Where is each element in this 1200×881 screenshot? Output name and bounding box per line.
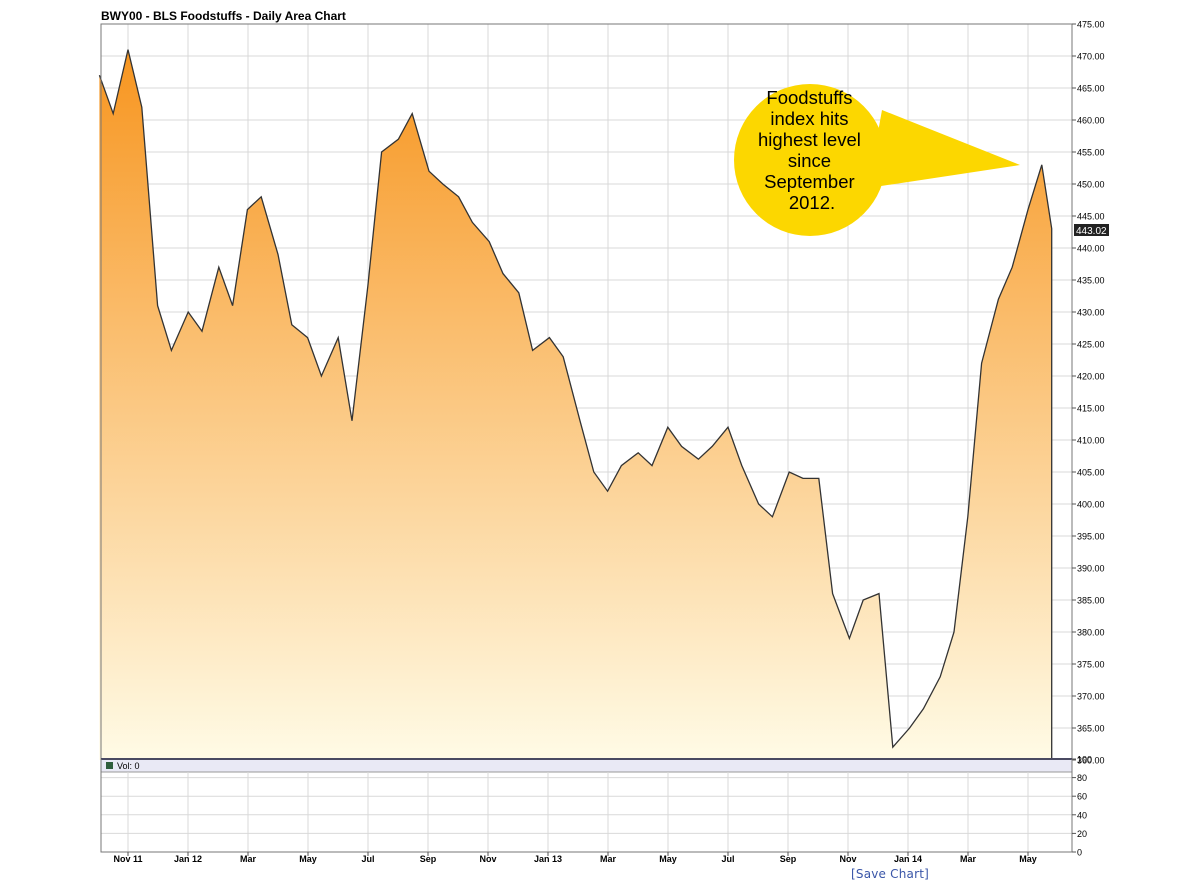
last-value-label: 443.02: [1076, 226, 1107, 237]
volume-tick-label: 80: [1077, 773, 1087, 783]
y-tick-label: 455.00: [1077, 148, 1105, 158]
x-tick-label: Jul: [361, 854, 374, 864]
volume-tick-label: 0: [1077, 848, 1082, 858]
x-tick-label: May: [299, 854, 317, 864]
callout-line-5: September: [764, 171, 855, 192]
callout-line-3: highest level: [758, 129, 861, 150]
y-tick-label: 390.00: [1077, 564, 1105, 574]
y-tick-label: 430.00: [1077, 308, 1105, 318]
y-tick-label: 450.00: [1077, 180, 1105, 190]
y-tick-label: 360.00: [1077, 756, 1105, 766]
volume-label: Vol: 0: [117, 761, 140, 771]
y-tick-label: 460.00: [1077, 116, 1105, 126]
x-tick-label: Nov: [839, 854, 856, 864]
y-tick-label: 470.00: [1077, 52, 1105, 62]
callout-pointer: [868, 110, 1020, 188]
callout-line-6: 2012.: [789, 192, 835, 213]
x-tick-label: Sep: [420, 854, 437, 864]
y-tick-label: 395.00: [1077, 532, 1105, 542]
y-tick-label: 440.00: [1077, 244, 1105, 254]
chart-title: BWY00 - BLS Foodstuffs - Daily Area Char…: [101, 9, 346, 23]
y-tick-label: 365.00: [1077, 724, 1105, 734]
y-tick-label: 385.00: [1077, 596, 1105, 606]
save-chart-link[interactable]: [Save Chart]: [851, 867, 930, 881]
x-tick-label: Jan 12: [174, 854, 202, 864]
y-tick-label: 415.00: [1077, 404, 1105, 414]
volume-panel: Vol: 0 100 80 60 40 20 0: [100, 755, 1092, 858]
x-tick-label: May: [659, 854, 677, 864]
y-tick-label: 465.00: [1077, 84, 1105, 94]
volume-band: [101, 759, 1072, 772]
y-tick-label: 445.00: [1077, 212, 1105, 222]
y-tick-label: 475.00: [1077, 20, 1105, 30]
y-tick-label: 410.00: [1077, 436, 1105, 446]
callout-line-1: Foodstuffs: [766, 87, 852, 108]
callout-line-2: index hits: [770, 108, 848, 129]
last-value-tag: 443.02: [1074, 224, 1109, 237]
x-tick-label: Nov: [479, 854, 496, 864]
y-tick-label: 435.00: [1077, 276, 1105, 286]
callout-bubble: [734, 84, 886, 236]
volume-tick-label: 40: [1077, 810, 1087, 820]
price-line: [98, 49, 1053, 760]
x-tick-label: Mar: [600, 854, 617, 864]
x-tick-label: Mar: [240, 854, 257, 864]
x-tick-label: Sep: [780, 854, 797, 864]
volume-legend-swatch: [106, 762, 113, 769]
x-tick-label: Jan 13: [534, 854, 562, 864]
volume-tick-label: 100: [1077, 755, 1092, 765]
x-tick-label: Nov 11: [113, 854, 142, 864]
y-tick-label: 380.00: [1077, 628, 1105, 638]
y-tick-label: 405.00: [1077, 468, 1105, 478]
price-y-axis: 475.00 470.00 465.00 460.00 455.00 450.00 445.…: [1072, 20, 1105, 766]
y-tick-label: 370.00: [1077, 692, 1105, 702]
volume-y-axis: 100 80 60 40 20 0: [1072, 755, 1092, 858]
y-tick-label: 420.00: [1077, 372, 1105, 382]
volume-tick-label: 20: [1077, 829, 1087, 839]
y-tick-label: 425.00: [1077, 340, 1105, 350]
x-tick-label: Mar: [960, 854, 977, 864]
callout-text: Foodstuffs index hits highest level sinc…: [758, 87, 866, 213]
y-tick-label: 375.00: [1077, 660, 1105, 670]
x-tick-label: Jul: [721, 854, 734, 864]
volume-tick-label: 60: [1077, 792, 1087, 802]
x-tick-label: Jan 14: [894, 854, 922, 864]
y-tick-label: 400.00: [1077, 500, 1105, 510]
callout: Foodstuffs index hits highest level sinc…: [734, 84, 1020, 236]
x-axis: Nov 11 Jan 12 Mar May Jul Sep Nov Jan 13 Mar May J…: [113, 852, 1037, 864]
callout-line-4: since: [788, 150, 831, 171]
x-tick-label: May: [1019, 854, 1037, 864]
volume-plot-border: [100, 758, 1073, 853]
volume-grid: [101, 758, 1072, 853]
